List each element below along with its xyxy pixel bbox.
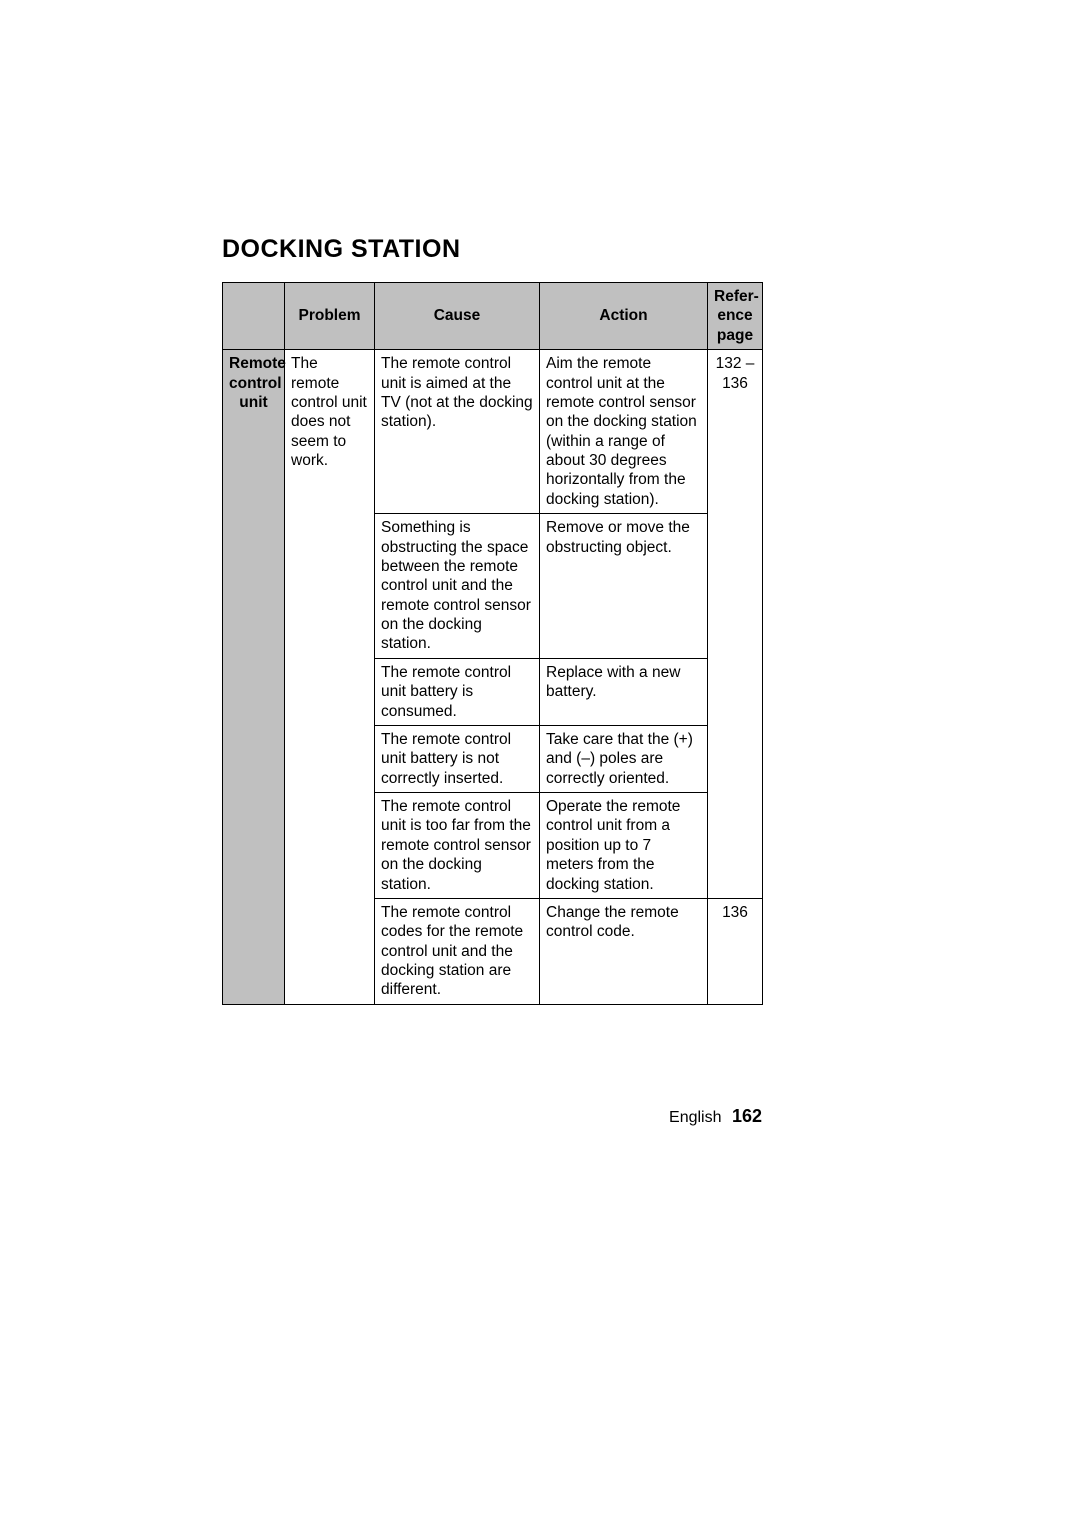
header-reference: Refer- ence page bbox=[708, 283, 763, 350]
header-cause: Cause bbox=[375, 283, 540, 350]
cause-cell: Something is obstructing the space betwe… bbox=[375, 514, 540, 659]
section-title: DOCKING STATION bbox=[222, 235, 762, 264]
problem-cell: The remote control unit does not seem to… bbox=[285, 350, 375, 1005]
action-cell: Aim the remote control unit at the remot… bbox=[540, 350, 708, 514]
cause-cell: The remote control unit battery is consu… bbox=[375, 658, 540, 725]
action-cell: Take care that the (+) and (–) poles are… bbox=[540, 725, 708, 792]
header-action: Action bbox=[540, 283, 708, 350]
document-page: DOCKING STATION Problem Cause Action Ref… bbox=[0, 0, 1080, 1529]
content-area: DOCKING STATION Problem Cause Action Ref… bbox=[222, 235, 762, 1005]
action-cell: Change the remote control code. bbox=[540, 898, 708, 1004]
cause-cell: The remote control codes for the remote … bbox=[375, 898, 540, 1004]
cause-cell: The remote control unit battery is not c… bbox=[375, 725, 540, 792]
cause-cell: The remote control unit is aimed at the … bbox=[375, 350, 540, 514]
table-header-row: Problem Cause Action Refer- ence page bbox=[223, 283, 763, 350]
action-cell: Operate the remote control unit from a p… bbox=[540, 793, 708, 899]
reference-cell: 136 bbox=[708, 898, 763, 1004]
footer-page-number: 162 bbox=[732, 1106, 762, 1126]
reference-cell: 132 – 136 bbox=[708, 350, 763, 899]
header-category-blank bbox=[223, 283, 285, 350]
table-row: Remote control unit The remote control u… bbox=[223, 350, 763, 514]
action-cell: Replace with a new battery. bbox=[540, 658, 708, 725]
header-problem: Problem bbox=[285, 283, 375, 350]
page-footer: English 162 bbox=[222, 1106, 762, 1127]
category-cell: Remote control unit bbox=[223, 350, 285, 1005]
cause-cell: The remote control unit is too far from … bbox=[375, 793, 540, 899]
action-cell: Remove or move the obstructing object. bbox=[540, 514, 708, 659]
footer-language: English bbox=[669, 1109, 721, 1126]
troubleshooting-table: Problem Cause Action Refer- ence page Re… bbox=[222, 282, 763, 1005]
